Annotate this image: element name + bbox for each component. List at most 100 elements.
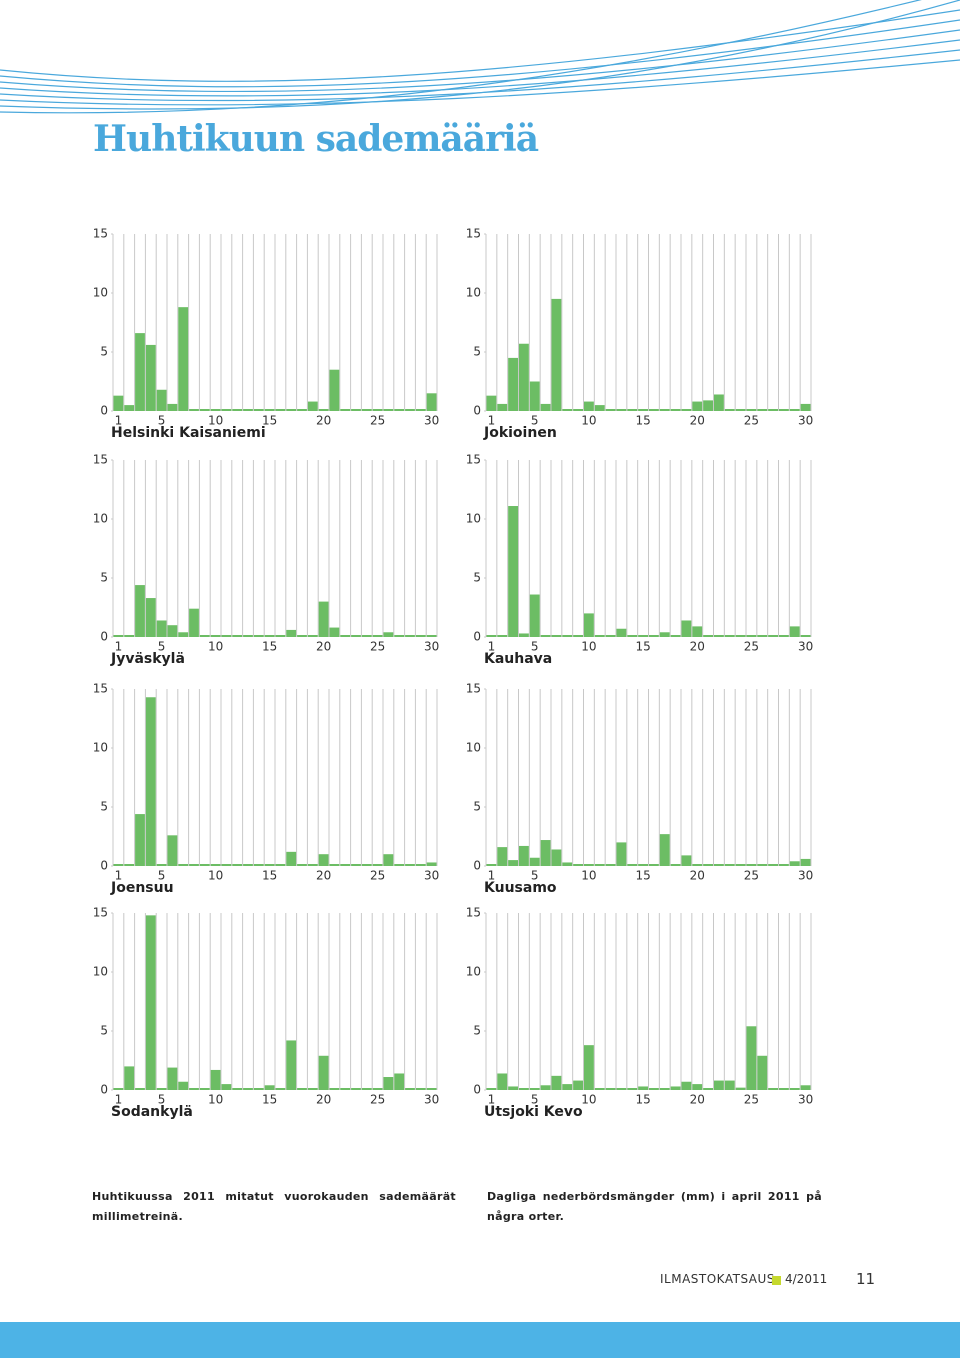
y-tick-label: 10 <box>466 965 481 979</box>
y-tick-label: 15 <box>466 906 481 920</box>
bar <box>757 409 768 411</box>
bar <box>735 864 746 866</box>
bar <box>221 635 232 637</box>
x-tick-label: 20 <box>316 640 331 654</box>
bar <box>551 1075 562 1090</box>
bar <box>724 864 735 866</box>
bar <box>178 864 189 866</box>
bar <box>264 409 275 411</box>
bar <box>724 635 735 637</box>
bar <box>508 860 518 866</box>
bar <box>594 635 605 637</box>
bar <box>529 381 540 411</box>
bar <box>692 401 703 411</box>
bar <box>746 864 757 866</box>
caption-fi: Huhtikuussa 2011 mitatut vuorokauden sad… <box>92 1190 456 1223</box>
bar <box>243 1088 253 1090</box>
bar <box>573 864 583 866</box>
bar <box>540 635 551 637</box>
x-tick-label: 20 <box>690 869 705 883</box>
x-tick-label: 10 <box>208 414 223 428</box>
bar <box>426 393 437 411</box>
bar <box>486 1088 497 1090</box>
bar <box>340 635 351 637</box>
x-tick-label: 15 <box>262 1093 277 1107</box>
x-tick-label: 25 <box>744 869 759 883</box>
bar <box>232 1088 243 1090</box>
x-tick-label: 5 <box>531 1093 539 1107</box>
bar <box>156 1088 167 1090</box>
bar <box>232 864 243 866</box>
bar <box>394 1073 405 1090</box>
x-tick-label: 25 <box>370 640 385 654</box>
y-tick-label: 10 <box>466 512 481 526</box>
bar <box>681 855 692 866</box>
bar <box>405 635 415 637</box>
bar <box>497 635 508 637</box>
bar <box>156 864 167 866</box>
bar <box>692 864 703 866</box>
bar <box>340 1088 351 1090</box>
station-name: Kauhava <box>484 651 552 667</box>
bar <box>145 915 156 1090</box>
bar <box>426 1088 437 1090</box>
bar <box>540 403 551 411</box>
bar <box>627 409 638 411</box>
bar <box>724 1080 735 1090</box>
bar <box>253 409 264 411</box>
bar <box>243 864 253 866</box>
bar <box>714 635 724 637</box>
y-tick-label: 0 <box>100 404 108 418</box>
x-tick-label: 25 <box>370 1093 385 1107</box>
y-tick-label: 15 <box>93 453 108 467</box>
station-name: Jyväskylä <box>110 651 185 667</box>
bar <box>519 845 529 866</box>
bar <box>692 626 703 637</box>
bar <box>113 395 124 411</box>
bar <box>584 864 594 866</box>
bar <box>659 1088 670 1090</box>
bar <box>405 1088 415 1090</box>
x-tick-label: 30 <box>424 414 439 428</box>
bar <box>757 635 768 637</box>
bar <box>519 633 529 637</box>
bar <box>594 1088 605 1090</box>
bar <box>779 864 789 866</box>
bar <box>703 635 713 637</box>
station-name: Kuusamo <box>484 880 557 896</box>
bar <box>573 409 583 411</box>
bar <box>670 635 681 637</box>
bar <box>124 635 135 637</box>
bar <box>649 635 659 637</box>
bar <box>508 506 518 637</box>
bar <box>415 409 426 411</box>
bar <box>605 635 616 637</box>
bar <box>724 409 735 411</box>
bar <box>210 1069 221 1090</box>
bar <box>616 409 627 411</box>
x-tick-label: 20 <box>316 1093 331 1107</box>
bar <box>232 409 243 411</box>
bar <box>383 632 394 637</box>
x-tick-label: 30 <box>798 869 813 883</box>
x-tick-label: 30 <box>798 1093 813 1107</box>
bar <box>145 598 156 637</box>
x-tick-label: 5 <box>531 414 539 428</box>
bar <box>286 629 297 637</box>
y-tick-label: 5 <box>100 571 108 585</box>
bar <box>649 864 659 866</box>
y-tick-label: 15 <box>93 906 108 920</box>
bar <box>508 1086 518 1090</box>
bar <box>275 1088 286 1090</box>
y-tick-label: 0 <box>473 1083 481 1097</box>
bar <box>529 594 540 637</box>
bar <box>372 1088 383 1090</box>
bar <box>221 409 232 411</box>
y-tick-label: 10 <box>466 286 481 300</box>
bar <box>649 1088 659 1090</box>
x-tick-label: 10 <box>581 869 596 883</box>
bar <box>307 401 318 411</box>
footer-band <box>0 1322 960 1358</box>
bar <box>616 628 627 637</box>
